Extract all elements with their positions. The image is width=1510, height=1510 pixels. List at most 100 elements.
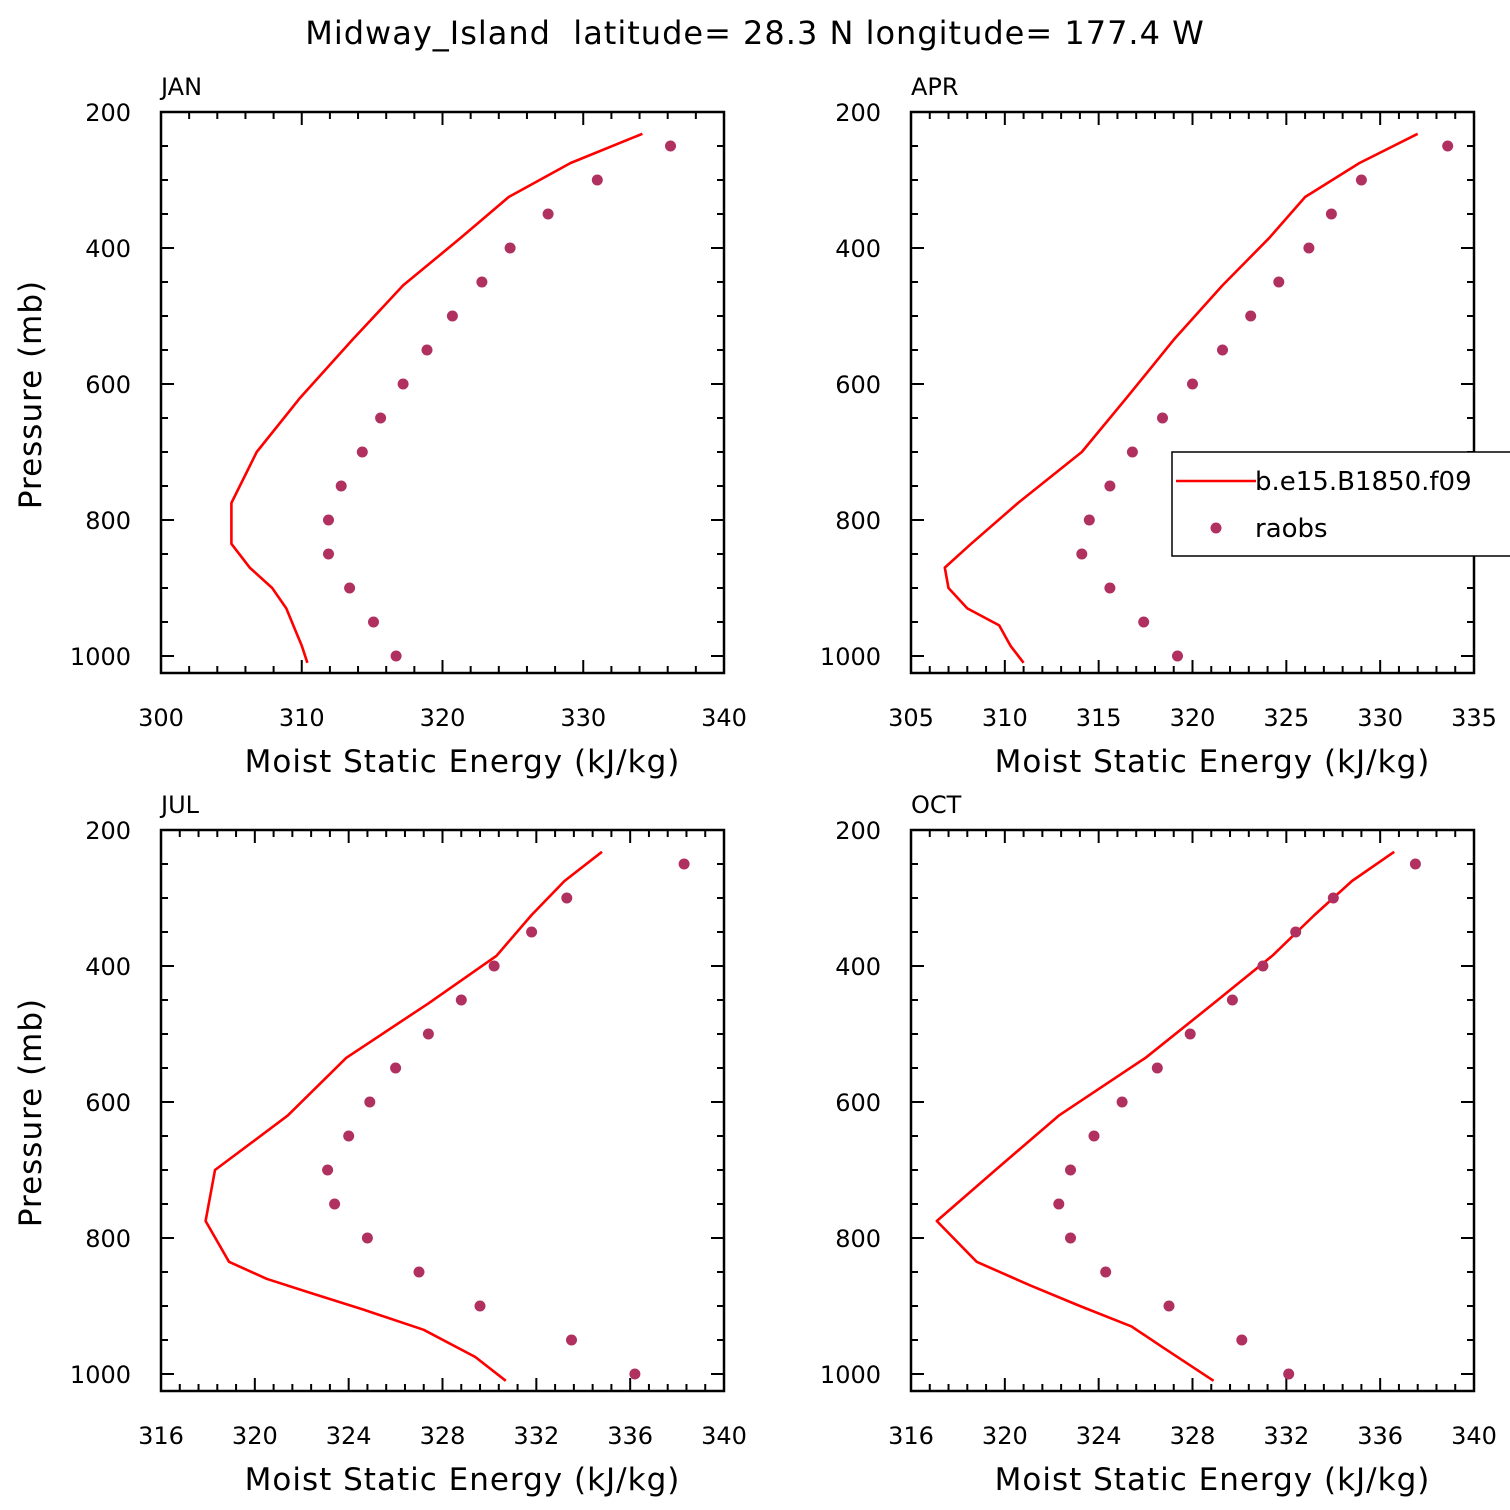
y-tick-label: 400 <box>85 953 131 981</box>
obs-point <box>665 140 676 152</box>
obs-point <box>488 960 500 972</box>
obs-point <box>504 242 516 254</box>
obs-point <box>1157 412 1168 424</box>
obs-point <box>1290 926 1302 938</box>
y-tick-label: 1000 <box>70 1361 131 1389</box>
series-line-model <box>943 132 1419 664</box>
obs-point <box>1273 276 1285 288</box>
obs-point <box>1187 378 1198 390</box>
obs-point <box>1088 1130 1100 1142</box>
obs-point <box>1116 1096 1128 1108</box>
plot-frame <box>159 828 726 1393</box>
legend-box <box>1171 451 1510 557</box>
x-axis-label: Moist Static Energy (kJ/kg) <box>995 744 1431 780</box>
obs-point <box>1226 994 1238 1006</box>
panel-label: JUL <box>159 791 200 819</box>
x-tick-label: 332 <box>513 1422 559 1450</box>
obs-point <box>1065 1164 1076 1176</box>
obs-point <box>474 1300 486 1312</box>
y-axis-label: Pressure (mb) <box>13 280 49 509</box>
x-tick-label: 300 <box>138 704 184 732</box>
legend: b.e15.B1850.f09 raobs <box>1171 451 1510 557</box>
y-tick-label: 400 <box>85 235 131 263</box>
obs-point <box>390 1062 402 1074</box>
y-tick-label: 600 <box>835 1089 881 1117</box>
panel-jan: 300 310 320 330 340 200 400 600 800 1000 JAN Moist … <box>13 73 747 780</box>
x-axis-label: Moist Static Energy (kJ/kg) <box>245 1462 681 1498</box>
obs-point <box>1138 616 1150 628</box>
y-tick-label: 400 <box>835 235 881 263</box>
obs-point <box>526 926 538 938</box>
series-line-model <box>935 850 1395 1382</box>
x-tick-label: 328 <box>420 1422 466 1450</box>
panel-label: APR <box>911 73 959 101</box>
x-tick-label: 324 <box>326 1422 372 1450</box>
y-tick-label: 200 <box>85 99 131 127</box>
obs-point <box>364 1096 376 1108</box>
obs-point <box>1104 480 1116 492</box>
x-tick-label: 330 <box>560 704 606 732</box>
y-tick-label: 200 <box>85 817 131 845</box>
obs-point <box>375 412 387 424</box>
x-tick-label: 320 <box>1170 704 1216 732</box>
obs-point <box>455 994 467 1006</box>
obs-point <box>476 276 488 288</box>
obs-point <box>1104 582 1116 594</box>
legend-marker-swatch <box>1210 522 1222 534</box>
obs-point <box>1163 1300 1175 1312</box>
plot-frame <box>909 110 1476 675</box>
x-tick-label: 340 <box>701 1422 747 1450</box>
obs-point <box>591 174 603 186</box>
obs-point <box>397 378 409 390</box>
obs-point <box>446 310 458 322</box>
legend-label-obs: raobs <box>1255 514 1328 544</box>
x-tick-label: 340 <box>1451 1422 1497 1450</box>
obs-point <box>542 208 554 220</box>
obs-point <box>1083 514 1095 526</box>
obs-point <box>343 1130 355 1142</box>
obs-point <box>335 480 347 492</box>
y-tick-label: 600 <box>835 371 881 399</box>
x-tick-label: 336 <box>607 1422 653 1450</box>
x-tick-label: 328 <box>1170 1422 1216 1450</box>
obs-point <box>1151 1062 1163 1074</box>
x-tick-label: 332 <box>1263 1422 1309 1450</box>
obs-point <box>390 650 402 662</box>
obs-point <box>1355 174 1367 186</box>
panel-oct: 316 320 324 328 332 336 340 200 400 600 800 1000 OCT… <box>820 791 1497 1498</box>
figure-title: Midway_Island latitude= 28.3 N longitude… <box>305 14 1205 52</box>
panel-label: JAN <box>159 73 202 101</box>
y-tick-label: 800 <box>835 507 881 535</box>
x-tick-label: 305 <box>888 704 934 732</box>
y-tick-label: 600 <box>85 371 131 399</box>
x-tick-label: 336 <box>1357 1422 1403 1450</box>
obs-point <box>629 1368 641 1380</box>
x-tick-label: 325 <box>1263 704 1309 732</box>
obs-point <box>422 1028 434 1040</box>
plot-frame <box>159 110 726 675</box>
obs-point <box>1236 1334 1248 1346</box>
x-tick-label: 320 <box>232 1422 278 1450</box>
obs-point <box>1172 650 1183 662</box>
y-axis-label: Pressure (mb) <box>13 998 49 1227</box>
x-axis-label: Moist Static Energy (kJ/kg) <box>245 744 681 780</box>
obs-point <box>1303 242 1315 254</box>
x-tick-label: 316 <box>138 1422 184 1450</box>
obs-point <box>1325 208 1337 220</box>
obs-point <box>1076 548 1088 560</box>
x-tick-label: 320 <box>420 704 466 732</box>
obs-point <box>1184 1028 1196 1040</box>
obs-point <box>329 1198 341 1210</box>
y-tick-label: 1000 <box>70 643 131 671</box>
x-tick-label: 324 <box>1076 1422 1122 1450</box>
obs-point <box>361 1232 373 1244</box>
plot-frame <box>909 828 1476 1393</box>
y-tick-label: 800 <box>85 507 131 535</box>
panel-label: OCT <box>911 791 962 819</box>
obs-point <box>1257 960 1269 972</box>
x-tick-label: 340 <box>701 704 747 732</box>
y-tick-label: 1000 <box>820 1361 881 1389</box>
x-tick-label: 310 <box>982 704 1028 732</box>
y-tick-label: 1000 <box>820 643 881 671</box>
y-tick-label: 200 <box>835 817 881 845</box>
